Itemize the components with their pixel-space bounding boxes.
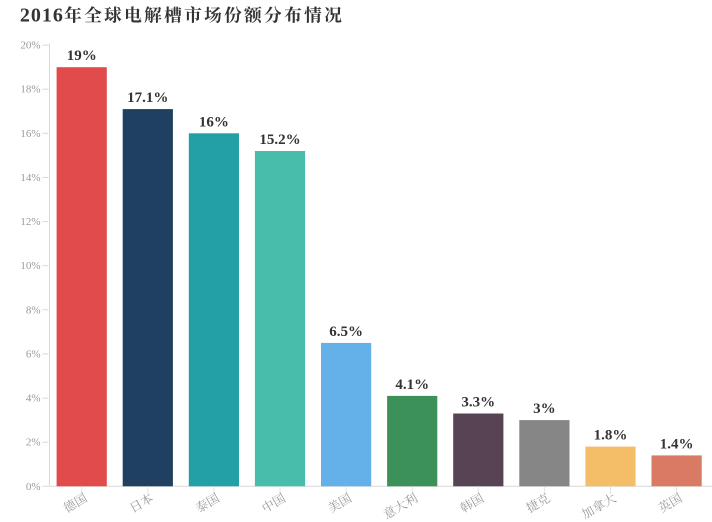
svg-text:3%: 3% [533, 401, 556, 417]
svg-text:20%: 20% [20, 40, 40, 52]
svg-text:17.1%: 17.1% [127, 90, 168, 106]
svg-text:1.4%: 1.4% [660, 436, 694, 452]
svg-text:16%: 16% [199, 114, 229, 130]
svg-text:4.1%: 4.1% [395, 377, 429, 393]
svg-text:1.8%: 1.8% [594, 428, 628, 444]
svg-text:6%: 6% [26, 348, 41, 360]
svg-text:6.5%: 6.5% [329, 324, 363, 340]
svg-text:14%: 14% [20, 172, 40, 184]
svg-text:19%: 19% [67, 48, 97, 64]
svg-text:15.2%: 15.2% [259, 132, 300, 148]
svg-text:18%: 18% [20, 84, 40, 96]
svg-text:4%: 4% [26, 393, 41, 405]
svg-text:12%: 12% [20, 216, 40, 228]
svg-text:8%: 8% [26, 304, 41, 316]
svg-text:0%: 0% [26, 481, 41, 493]
svg-text:2%: 2% [26, 437, 41, 449]
svg-text:16%: 16% [20, 128, 40, 140]
svg-text:10%: 10% [20, 260, 40, 272]
svg-text:3.3%: 3.3% [461, 395, 495, 411]
svg-text:2016: 2016 [20, 5, 64, 27]
